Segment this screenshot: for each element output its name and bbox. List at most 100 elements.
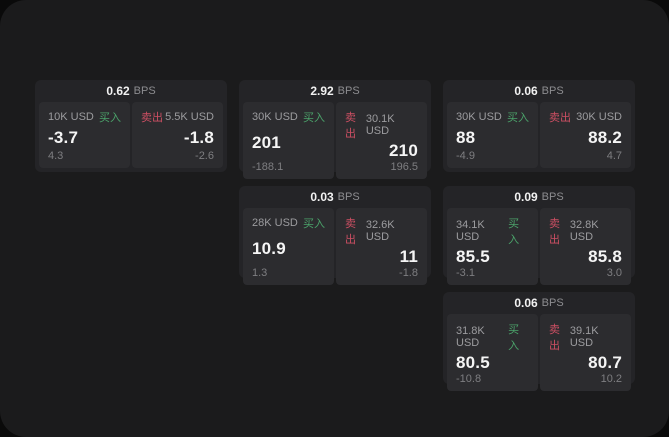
card-body: 30K USD 买入 201 -188.1 卖出 30.1K USD 210 1… xyxy=(239,102,431,183)
buy-price: 10.9 xyxy=(252,239,286,258)
buy-change: -4.9 xyxy=(456,150,475,162)
buy-change: 1.3 xyxy=(252,267,268,279)
buy-price: 80.5 xyxy=(456,353,490,372)
sell-pane[interactable]: 卖出 32.8K USD 85.8 3.0 xyxy=(540,208,631,285)
sell-pane-top: 卖出 39.1K USD xyxy=(549,321,622,353)
card-body: 34.1K USD 买入 85.5 -3.1 卖出 32.8K USD 85.8… xyxy=(443,208,635,289)
buy-pane[interactable]: 28K USD 买入 10.9 1.3 xyxy=(243,208,334,285)
sell-label: 卖出 xyxy=(549,324,560,352)
sell-pane-top: 卖出 5.5K USD xyxy=(141,109,214,125)
buy-label: 买入 xyxy=(508,324,520,352)
sell-pane[interactable]: 卖出 39.1K USD 80.7 10.2 xyxy=(540,314,631,391)
sell-price: 88.2 xyxy=(588,127,622,147)
bps-header: 0.03 BPS xyxy=(239,186,431,208)
sell-amount: 32.6K USD xyxy=(365,219,395,243)
sell-change: 196.5 xyxy=(390,161,418,173)
buy-pane[interactable]: 30K USD 买入 201 -188.1 xyxy=(243,102,334,179)
bps-header: 2.92 BPS xyxy=(239,80,431,102)
sell-pane-top: 卖出 32.6K USD xyxy=(345,215,418,247)
buy-pane[interactable]: 31.8K USD 买入 80.5 -10.8 xyxy=(447,314,538,391)
buy-price: -3.7 xyxy=(48,127,79,147)
bps-unit-label: BPS xyxy=(541,85,564,97)
buy-pane-top: 30K USD 买入 xyxy=(456,109,529,125)
buy-price: 85.5 xyxy=(456,247,490,266)
bps-header: 0.62 BPS xyxy=(35,80,227,102)
buy-change: -10.8 xyxy=(456,373,482,385)
sell-amount: 30.1K USD xyxy=(365,113,395,137)
bps-header: 0.09 BPS xyxy=(443,186,635,208)
buy-label: 买入 xyxy=(507,112,529,124)
sell-pane[interactable]: 卖出 30.1K USD 210 196.5 xyxy=(336,102,427,179)
sell-price: 210 xyxy=(389,141,418,160)
sell-pane-top: 卖出 30K USD xyxy=(549,109,622,125)
bps-value: 0.06 xyxy=(514,296,538,310)
buy-amount: 31.8K USD xyxy=(456,325,485,349)
buy-amount: 30K USD xyxy=(252,111,298,123)
bps-header: 0.06 BPS xyxy=(443,292,635,314)
sell-amount: 30K USD xyxy=(576,111,622,123)
card-body: 31.8K USD 买入 80.5 -10.8 卖出 39.1K USD 80.… xyxy=(443,314,635,395)
buy-amount: 34.1K USD xyxy=(456,219,485,243)
card-body: 28K USD 买入 10.9 1.3 卖出 32.6K USD 11 -1.8 xyxy=(239,208,431,289)
card-body: 10K USD 买入 -3.7 4.3 卖出 5.5K USD -1.8 -2.… xyxy=(35,102,227,172)
card-body: 30K USD 买入 88 -4.9 卖出 30K USD 88.2 4.7 xyxy=(443,102,635,172)
buy-pane-top: 31.8K USD 买入 xyxy=(456,321,529,353)
sell-pane[interactable]: 卖出 5.5K USD -1.8 -2.6 xyxy=(132,102,223,168)
sell-price: 11 xyxy=(399,247,418,266)
buy-label: 买入 xyxy=(303,218,325,230)
buy-pane-top: 10K USD 买入 xyxy=(48,109,121,125)
sell-pane[interactable]: 卖出 30K USD 88.2 4.7 xyxy=(540,102,631,168)
buy-pane[interactable]: 10K USD 买入 -3.7 4.3 xyxy=(39,102,130,168)
sell-change: -2.6 xyxy=(195,150,214,162)
buy-pane[interactable]: 34.1K USD 买入 85.5 -3.1 xyxy=(447,208,538,285)
sell-price: 80.7 xyxy=(588,353,622,372)
bps-unit-label: BPS xyxy=(133,85,156,97)
buy-change: -3.1 xyxy=(456,267,475,279)
sell-change: 4.7 xyxy=(606,150,622,162)
buy-amount: 10K USD xyxy=(48,111,94,123)
sell-pane[interactable]: 卖出 32.6K USD 11 -1.8 xyxy=(336,208,427,285)
sell-amount: 32.8K USD xyxy=(569,219,599,243)
bps-value: 0.06 xyxy=(514,84,538,98)
sell-change: 10.2 xyxy=(600,373,622,385)
sell-pane-top: 卖出 30.1K USD xyxy=(345,109,418,141)
bps-unit-label: BPS xyxy=(541,297,564,309)
quote-card: 0.03 BPS 28K USD 买入 10.9 1.3 卖出 32.6K US… xyxy=(239,186,431,285)
bps-value: 0.62 xyxy=(106,84,130,98)
buy-pane[interactable]: 30K USD 买入 88 -4.9 xyxy=(447,102,538,168)
buy-price: 88 xyxy=(456,127,476,147)
buy-change: 4.3 xyxy=(48,150,64,162)
bps-value: 0.09 xyxy=(514,190,538,204)
buy-pane-top: 34.1K USD 买入 xyxy=(456,215,529,247)
bps-unit-label: BPS xyxy=(541,191,564,203)
sell-label: 卖出 xyxy=(345,112,356,140)
sell-label: 卖出 xyxy=(549,218,560,246)
buy-amount: 28K USD xyxy=(252,217,298,229)
quote-card: 0.06 BPS 31.8K USD 买入 80.5 -10.8 卖出 39.1… xyxy=(443,292,635,391)
sell-amount: 5.5K USD xyxy=(165,111,214,123)
buy-label: 买入 xyxy=(303,112,325,124)
sell-pane-top: 卖出 32.8K USD xyxy=(549,215,622,247)
quote-card: 0.06 BPS 30K USD 买入 88 -4.9 卖出 30K USD xyxy=(443,80,635,172)
buy-pane-top: 28K USD 买入 xyxy=(252,215,325,231)
quote-card: 0.62 BPS 10K USD 买入 -3.7 4.3 卖出 5.5K USD xyxy=(35,80,227,172)
bps-header: 0.06 BPS xyxy=(443,80,635,102)
quote-card: 2.92 BPS 30K USD 买入 201 -188.1 卖出 30.1K … xyxy=(239,80,431,179)
buy-pane-top: 30K USD 买入 xyxy=(252,109,325,125)
bps-value: 2.92 xyxy=(310,84,334,98)
sell-label: 卖出 xyxy=(141,112,163,124)
buy-price: 201 xyxy=(252,133,281,152)
buy-change: -188.1 xyxy=(252,161,284,173)
bps-value: 0.03 xyxy=(310,190,334,204)
sell-amount: 39.1K USD xyxy=(569,325,599,349)
sell-price: -1.8 xyxy=(183,127,214,147)
bps-unit-label: BPS xyxy=(337,191,360,203)
sell-label: 卖出 xyxy=(345,218,356,246)
sell-label: 卖出 xyxy=(549,112,571,124)
sell-price: 85.8 xyxy=(588,247,622,266)
buy-amount: 30K USD xyxy=(456,111,502,123)
sell-change: 3.0 xyxy=(606,267,622,279)
buy-label: 买入 xyxy=(99,112,121,124)
